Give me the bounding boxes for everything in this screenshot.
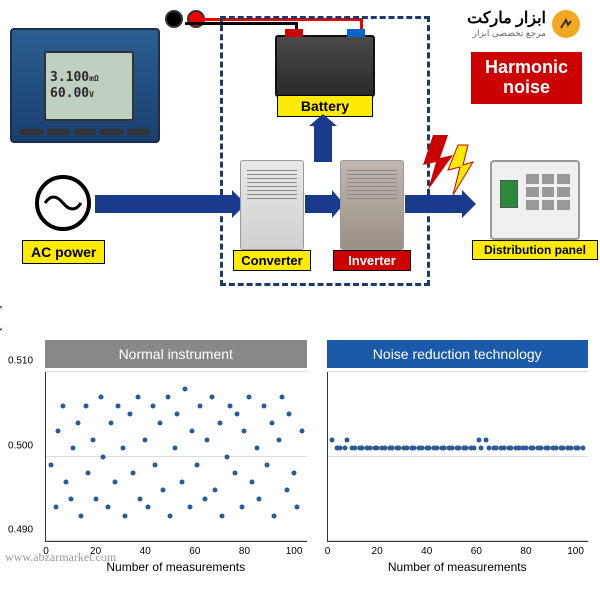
harmonic-noise-label: Harmonic noise bbox=[471, 52, 582, 104]
chart1-title: Normal instrument bbox=[45, 340, 307, 368]
brand-logo: ابزار مارکت مرجع تخصصی ابزار bbox=[467, 8, 580, 39]
main-switch-icon bbox=[500, 180, 518, 208]
converter: Converter bbox=[240, 160, 304, 250]
chart1-area: 0.4900.5000.510020406080100 bbox=[45, 372, 307, 542]
ac-source-icon bbox=[35, 175, 91, 231]
logo-subtitle: مرجع تخصصی ابزار bbox=[467, 28, 546, 39]
y-axis-label: Measured value [mΩ] bbox=[0, 305, 2, 419]
converter-label: Converter bbox=[233, 250, 311, 271]
inverter-label: Inverter bbox=[333, 250, 411, 271]
tester-display: 3.100mΩ 60.00V bbox=[44, 51, 134, 121]
arrow-head-4 bbox=[462, 190, 476, 218]
dist-panel-label: Distribution panel bbox=[472, 240, 598, 260]
watermark: www.abzarmarket.com bbox=[5, 550, 116, 565]
arrow-conv-inv bbox=[305, 195, 335, 213]
chart-normal: Normal instrument 0.4900.5000.5100204060… bbox=[45, 340, 307, 570]
chart2-title: Noise reduction technology bbox=[327, 340, 589, 368]
battery: Battery bbox=[275, 35, 375, 97]
probe-black-icon bbox=[165, 10, 183, 28]
system-diagram: ابزار مارکت مرجع تخصصی ابزار 3.100mΩ 60.… bbox=[0, 0, 600, 340]
breakers-icon bbox=[526, 174, 570, 210]
chart-noise-reduction: Noise reduction technology 020406080100 … bbox=[327, 340, 589, 570]
arrow-conv-bat bbox=[314, 122, 332, 162]
distribution-panel: Distribution panel bbox=[490, 160, 580, 240]
ac-power-label: AC power bbox=[22, 240, 105, 264]
chart2-xlabel: Number of measurements bbox=[327, 560, 589, 574]
arrow-head-3 bbox=[309, 114, 337, 126]
arrow-inv-dist bbox=[405, 195, 465, 213]
inverter: Inverter bbox=[340, 160, 404, 250]
logo-text: ابزار مارکت bbox=[467, 8, 546, 28]
arrow-ac-conv bbox=[95, 195, 235, 213]
battery-tester: 3.100mΩ 60.00V bbox=[10, 28, 160, 143]
chart2-area: 020406080100 bbox=[327, 372, 589, 542]
logo-icon bbox=[552, 10, 580, 38]
